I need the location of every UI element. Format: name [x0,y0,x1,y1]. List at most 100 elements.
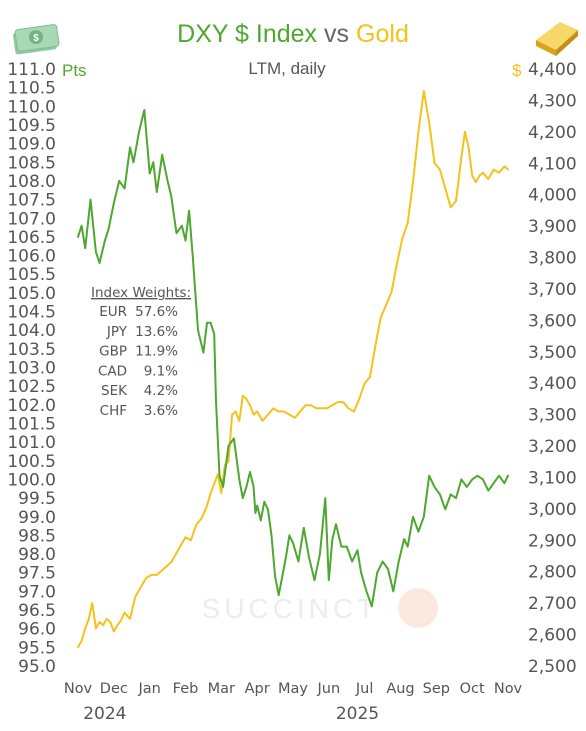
weight-value: 57.6% [135,304,178,320]
left-tick-label: 96.5 [18,601,56,621]
left-tick-label: 100.5 [7,452,56,472]
watermark: SUCCINCT [202,588,438,628]
x-tick-label: Nov [494,681,523,697]
x-axis-ticks: Nov Dec Jan Feb Mar Apr May Jun Jul Aug Sep Oct Nov 2… [64,681,523,724]
weight-value: 3.6% [144,403,178,419]
left-tick-label: 98.0 [18,545,56,565]
weight-value: 13.6% [135,324,178,340]
left-tick-label: 101.5 [7,414,56,434]
left-tick-label: 104.5 [7,303,56,323]
gold-bar-icon [536,22,578,56]
left-axis-ticks: 95.095.596.096.597.097.598.098.599.099.5… [7,60,56,677]
weight-value: 4.2% [144,383,178,399]
weight-label: SEK [101,383,128,399]
title-vs: vs [324,20,349,48]
left-tick-label: 106.5 [7,228,56,248]
weight-value: 9.1% [144,363,178,379]
left-axis-unit: Pts [62,61,87,80]
left-tick-label: 109.0 [7,135,56,155]
left-tick-label: 110.0 [7,97,56,117]
x-tick-label: Sep [423,681,450,697]
left-tick-label: 103.0 [7,359,56,379]
x-tick-label: Jul [355,681,374,697]
right-tick-label: 4,300 [528,91,577,111]
right-tick-label: 3,700 [528,280,577,300]
left-tick-label: 108.5 [7,153,56,173]
dxy-series-line [77,109,509,608]
right-tick-label: 3,600 [528,311,577,331]
title-gold: Gold [356,20,409,48]
left-tick-label: 107.5 [7,191,56,211]
right-tick-label: 2,600 [528,626,577,646]
weight-label: CAD [98,363,127,379]
right-tick-label: 4,000 [528,186,577,206]
left-tick-label: 105.5 [7,265,56,285]
weight-label: CHF [100,403,127,419]
left-tick-label: 104.0 [7,321,56,341]
right-tick-label: 3,200 [528,437,577,457]
title-dxy: DXY $ Index [177,20,317,48]
x-tick-label: Jun [317,681,341,697]
left-tick-label: 107.0 [7,209,56,229]
right-tick-label: 4,400 [528,60,577,80]
left-tick-label: 97.5 [18,564,56,584]
right-tick-label: 2,800 [528,563,577,583]
x-tick-label: Aug [386,681,414,697]
x-tick-label: Apr [245,681,270,697]
index-weights-box: Index Weights: EUR 57.6% JPY 13.6% GBP 11.9% C… [91,285,191,419]
svg-text:$: $ [33,33,39,44]
x-tick-label: Nov [64,681,93,697]
left-tick-label: 110.5 [7,79,56,99]
year-label: 2025 [336,704,379,724]
x-tick-label: Dec [100,681,128,697]
weight-label: GBP [99,344,127,360]
right-tick-label: 3,900 [528,217,577,237]
right-tick-label: 3,300 [528,406,577,426]
dollar-bills-icon: $ [13,24,60,55]
left-tick-label: 102.5 [7,377,56,397]
weight-value: 11.9% [135,344,178,360]
right-axis-unit: $ [512,61,522,80]
chart-title: DXY $ Index vs Gold [177,20,409,48]
right-tick-label: 3,500 [528,343,577,363]
watermark-text: SUCCINCT [202,593,379,624]
left-tick-label: 95.5 [18,638,56,658]
weight-label: EUR [99,304,127,320]
right-tick-label: 2,500 [528,657,577,677]
right-tick-label: 2,900 [528,531,577,551]
left-tick-label: 101.0 [7,433,56,453]
right-tick-label: 2,700 [528,594,577,614]
left-tick-label: 98.5 [18,526,56,546]
right-tick-label: 3,000 [528,500,577,520]
right-tick-label: 3,800 [528,249,577,269]
right-tick-label: 3,400 [528,374,577,394]
chart-subtitle: LTM, daily [248,59,326,78]
x-tick-label: Oct [460,681,485,697]
weights-title: Index Weights: [91,285,191,301]
left-tick-label: 96.0 [18,620,56,640]
x-tick-label: Mar [208,681,235,697]
left-tick-label: 95.0 [18,657,56,677]
x-tick-label: May [278,681,308,697]
series-layer [77,90,509,649]
x-tick-label: Jan [137,681,160,697]
right-tick-label: 4,100 [528,154,577,174]
left-tick-label: 105.0 [7,284,56,304]
left-tick-label: 99.0 [18,508,56,528]
watermark-logo-icon [398,588,438,628]
right-tick-label: 4,200 [528,123,577,143]
left-tick-label: 106.0 [7,247,56,267]
right-tick-label: 3,100 [528,468,577,488]
left-tick-label: 111.0 [7,60,56,80]
left-tick-label: 103.5 [7,340,56,360]
left-tick-label: 109.5 [7,116,56,136]
left-tick-label: 108.0 [7,172,56,192]
left-tick-label: 100.0 [7,470,56,490]
x-tick-label: Feb [173,681,199,697]
year-label: 2024 [83,704,126,724]
left-tick-label: 102.0 [7,396,56,416]
gold-series-line [77,90,509,649]
right-axis-ticks: 2,500 2,600 2,700 2,800 2,900 3,000 3,100 3,200… [528,60,577,677]
